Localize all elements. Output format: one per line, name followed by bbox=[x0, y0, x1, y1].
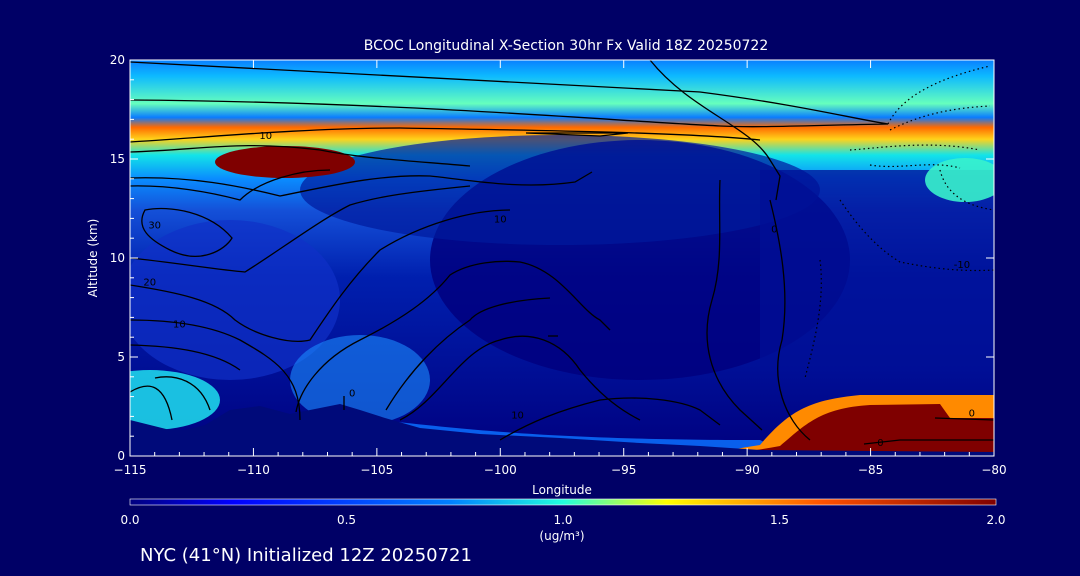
y-tick-label: 5 bbox=[117, 350, 125, 364]
contour-label: 0 bbox=[349, 389, 355, 400]
contour-lines bbox=[130, 60, 994, 445]
x-axis: −115 −110 −105 −100 −95 −90 −85 −80 bbox=[114, 60, 1007, 477]
contour-label: 10 bbox=[494, 214, 507, 225]
y-tick-label: 10 bbox=[110, 251, 125, 265]
negative-contour-lines bbox=[804, 65, 994, 379]
x-tick-label: −85 bbox=[858, 463, 883, 477]
y-axis-label: Altitude (km) bbox=[86, 219, 100, 298]
colorbar-ticks: 0.0 0.5 1.0 1.5 2.0 bbox=[120, 513, 1005, 527]
upper-red-maximum bbox=[215, 146, 355, 178]
colorbar-tick-label: 1.0 bbox=[553, 513, 572, 527]
x-axis-label: Longitude bbox=[532, 483, 592, 497]
west-surface-cyan bbox=[130, 370, 220, 430]
plot-field: 10 30 20 10 0 10 10 0 -10 0 0 bbox=[130, 60, 994, 456]
contour-label: 0 bbox=[877, 438, 883, 449]
contour-label: 30 bbox=[148, 220, 161, 231]
colorbar-tick-label: 2.0 bbox=[986, 513, 1005, 527]
colorbar-units: (ug/m³) bbox=[539, 529, 584, 543]
contour-label: 10 bbox=[259, 131, 272, 142]
colorbar-tick-label: 0.0 bbox=[120, 513, 139, 527]
footer-location-text: NYC (41°N) Initialized 12Z 20250721 bbox=[140, 545, 472, 566]
chart-title: BCOC Longitudinal X-Section 30hr Fx Vali… bbox=[364, 38, 768, 54]
upper-dark-band bbox=[300, 135, 820, 245]
east-dark-region bbox=[760, 170, 994, 370]
x-tick-label: −105 bbox=[360, 463, 393, 477]
east-surface-maroon bbox=[690, 404, 994, 456]
colorbar-tick-label: 1.5 bbox=[770, 513, 789, 527]
contour-labels: 10 30 20 10 0 10 10 0 -10 0 0 bbox=[143, 131, 975, 449]
x-tick-label: −80 bbox=[981, 463, 1006, 477]
contour-label: 20 bbox=[143, 278, 156, 289]
contour-label: 0 bbox=[969, 408, 975, 419]
colorbar-tick-label: 0.5 bbox=[337, 513, 356, 527]
x-tick-label: −115 bbox=[114, 463, 147, 477]
contour-label: 0 bbox=[771, 224, 777, 235]
y-axis: 0 5 10 15 20 bbox=[110, 53, 994, 463]
x-tick-label: −90 bbox=[734, 463, 759, 477]
contour-label: 10 bbox=[511, 410, 524, 421]
y-tick-label: 20 bbox=[110, 53, 125, 67]
x-tick-label: −95 bbox=[611, 463, 636, 477]
y-tick-label: 15 bbox=[110, 152, 125, 166]
y-tick-label: 0 bbox=[117, 449, 125, 463]
contour-label: 10 bbox=[173, 319, 186, 330]
x-tick-label: −100 bbox=[484, 463, 517, 477]
east-upper-cyan-patch bbox=[925, 158, 994, 202]
colorbar bbox=[129, 498, 997, 506]
x-tick-label: −110 bbox=[237, 463, 270, 477]
contour-label: -10 bbox=[954, 260, 970, 271]
west-low-blob bbox=[290, 335, 430, 425]
terrain bbox=[130, 404, 994, 456]
